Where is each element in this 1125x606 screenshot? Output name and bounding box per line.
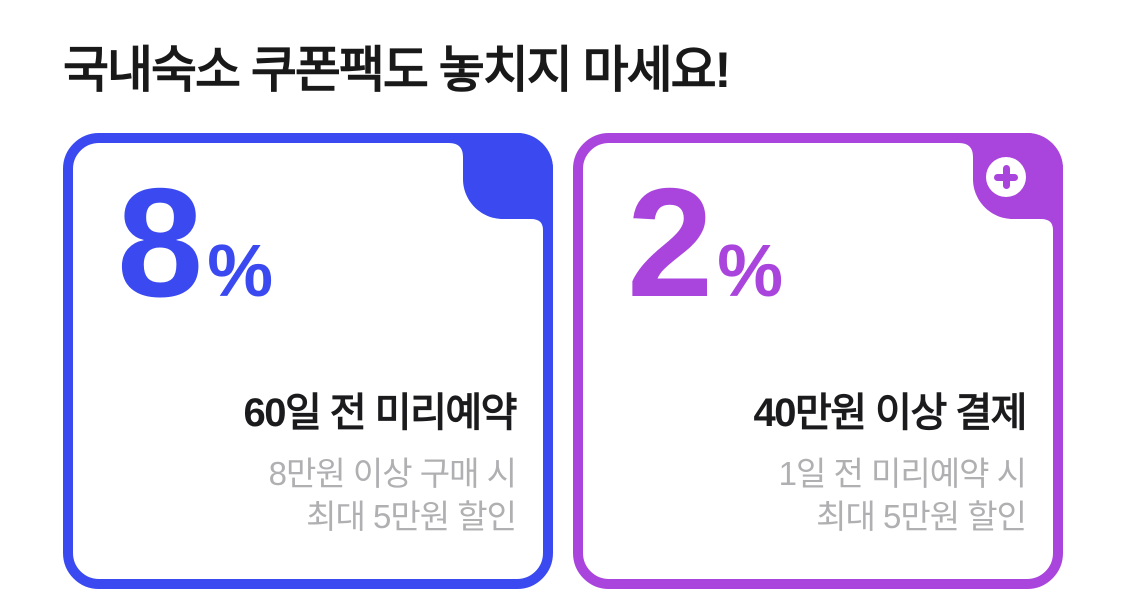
coupon-cards-row: 8% 60일 전 미리예약 8만원 이상 구매 시 최대 5만원 할인 2% 4…: [63, 133, 1063, 589]
coupon-text-block: 40만원 이상 결제 1일 전 미리예약 시 최대 5만원 할인: [753, 380, 1027, 539]
coupon-condition: 8만원 이상 구매 시 최대 5만원 할인: [243, 452, 517, 539]
plus-icon[interactable]: [986, 157, 1026, 197]
coupon-condition-line1: 1일 전 미리예약 시: [778, 454, 1027, 492]
coupon-condition: 1일 전 미리예약 시 최대 5만원 할인: [753, 452, 1027, 539]
percent-symbol: %: [717, 229, 784, 312]
coupon-condition-line1: 8만원 이상 구매 시: [268, 454, 517, 492]
discount-percent-value: 8: [117, 156, 203, 329]
percent-symbol: %: [207, 229, 274, 312]
corner-tab-shape: [443, 133, 553, 243]
coupon-title: 60일 전 미리예약: [243, 390, 517, 435]
discount-percent-value: 2: [627, 156, 713, 329]
coupon-condition-line2: 최대 5만원 할인: [306, 498, 517, 536]
coupon-condition-line2: 최대 5만원 할인: [816, 498, 1027, 536]
coupon-card-early-booking[interactable]: 8% 60일 전 미리예약 8만원 이상 구매 시 최대 5만원 할인: [63, 133, 553, 589]
discount-percent: 2%: [627, 165, 783, 320]
page-title: 국내숙소 쿠폰팩도 놓치지 마세요!: [63, 42, 731, 98]
discount-percent: 8%: [117, 165, 273, 320]
coupon-text-block: 60일 전 미리예약 8만원 이상 구매 시 최대 5만원 할인: [243, 380, 517, 539]
coupon-card-min-payment[interactable]: 2% 40만원 이상 결제 1일 전 미리예약 시 최대 5만원 할인: [573, 133, 1063, 589]
coupon-title: 40만원 이상 결제: [753, 390, 1027, 435]
